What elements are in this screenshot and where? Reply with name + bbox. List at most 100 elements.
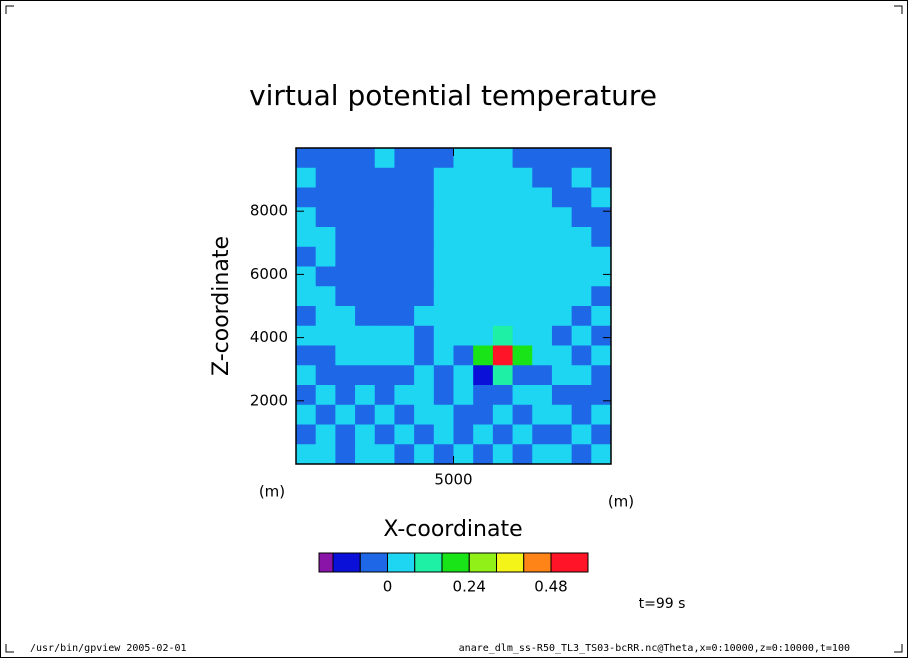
field-cell xyxy=(394,444,415,465)
field-cell xyxy=(453,148,474,169)
colorbar-box xyxy=(332,552,361,573)
field-cell xyxy=(335,227,356,248)
field-cell xyxy=(315,444,336,465)
field-cell xyxy=(473,325,494,346)
field-cell xyxy=(453,424,474,445)
field-cell xyxy=(492,325,514,346)
y-unit: (m) xyxy=(259,483,285,501)
field-cell xyxy=(551,444,573,465)
field-cell xyxy=(374,385,395,406)
field-cell xyxy=(492,227,514,248)
field-cell xyxy=(512,345,533,366)
field-cell xyxy=(355,404,376,425)
field-cell xyxy=(512,424,533,445)
field-cell xyxy=(355,246,376,267)
colorbar-box xyxy=(550,552,589,573)
field-cell xyxy=(492,246,514,267)
field-cell xyxy=(512,227,533,248)
colorbar-box xyxy=(441,552,470,573)
field-cell xyxy=(374,404,395,425)
field-cell xyxy=(453,444,474,465)
field-cell xyxy=(394,325,415,346)
field-cell xyxy=(473,306,494,327)
field-cell xyxy=(335,187,356,208)
field-cell xyxy=(473,227,494,248)
field-cell xyxy=(492,286,514,307)
field-cell xyxy=(335,345,356,366)
field-cell xyxy=(335,167,356,188)
field-cell xyxy=(532,345,553,366)
field-cell xyxy=(296,365,317,386)
colorbar-box xyxy=(387,552,416,573)
field-cell xyxy=(394,404,415,425)
field-cell xyxy=(394,424,415,445)
field-cell xyxy=(374,148,395,169)
field-cell xyxy=(532,266,553,287)
field-cell xyxy=(296,325,317,346)
field-cell xyxy=(296,385,317,406)
colorbar-box xyxy=(414,552,443,573)
field-cell xyxy=(315,325,336,346)
field-cell xyxy=(551,227,573,248)
field-cell xyxy=(394,187,415,208)
field-cell xyxy=(315,148,336,169)
field-cell xyxy=(374,246,395,267)
field-cell xyxy=(512,167,533,188)
field-cell xyxy=(394,207,415,228)
field-cell xyxy=(473,148,494,169)
field-cell xyxy=(492,167,514,188)
field-cell xyxy=(532,404,553,425)
field-cell xyxy=(532,365,553,386)
field-cell xyxy=(374,167,395,188)
field-cell xyxy=(551,365,573,386)
field-cell xyxy=(433,167,454,188)
field-cell xyxy=(571,385,592,406)
field-cell xyxy=(453,266,474,287)
field-cell xyxy=(512,404,533,425)
field-cell xyxy=(591,207,612,228)
field-cell xyxy=(591,385,612,406)
field-cell xyxy=(414,187,435,208)
field-cell xyxy=(315,246,336,267)
field-cell xyxy=(394,246,415,267)
field-cell xyxy=(571,404,592,425)
field-cell xyxy=(492,365,514,386)
field-cell xyxy=(512,148,533,169)
field-cell xyxy=(296,207,317,228)
colorbar-tick-label: 0.24 xyxy=(453,578,486,596)
field-cell xyxy=(532,385,553,406)
field-cell xyxy=(492,266,514,287)
field-cell xyxy=(315,167,336,188)
y-tick-label: 4000 xyxy=(250,328,288,346)
field-cell xyxy=(335,325,356,346)
field-cell xyxy=(374,266,395,287)
field-cell xyxy=(492,424,514,445)
field-cell xyxy=(315,187,336,208)
field-cell xyxy=(355,365,376,386)
field-cell xyxy=(551,167,573,188)
field-cell xyxy=(551,424,573,445)
field-cell xyxy=(473,246,494,267)
field-cell xyxy=(414,385,435,406)
field-cell xyxy=(532,424,553,445)
colorbar-box xyxy=(318,552,334,573)
field-cell xyxy=(571,325,592,346)
field-cell xyxy=(532,227,553,248)
colorbar-box xyxy=(359,552,388,573)
field-cell xyxy=(296,424,317,445)
field-cell xyxy=(335,148,356,169)
footer-right: anare_dlm_ss-R50_TL3_TS03-bcRR.nc@Theta,… xyxy=(459,643,850,654)
field-cell xyxy=(394,345,415,366)
field-cell xyxy=(355,227,376,248)
field-cell xyxy=(433,365,454,386)
field-cell xyxy=(532,167,553,188)
field-cell xyxy=(335,365,356,386)
field-cell xyxy=(414,365,435,386)
field-cell xyxy=(473,286,494,307)
field-cell xyxy=(296,404,317,425)
x-unit: (m) xyxy=(608,493,634,511)
field-cell xyxy=(394,266,415,287)
field-cell xyxy=(374,286,395,307)
field-cell xyxy=(414,227,435,248)
field-cell xyxy=(433,385,454,406)
